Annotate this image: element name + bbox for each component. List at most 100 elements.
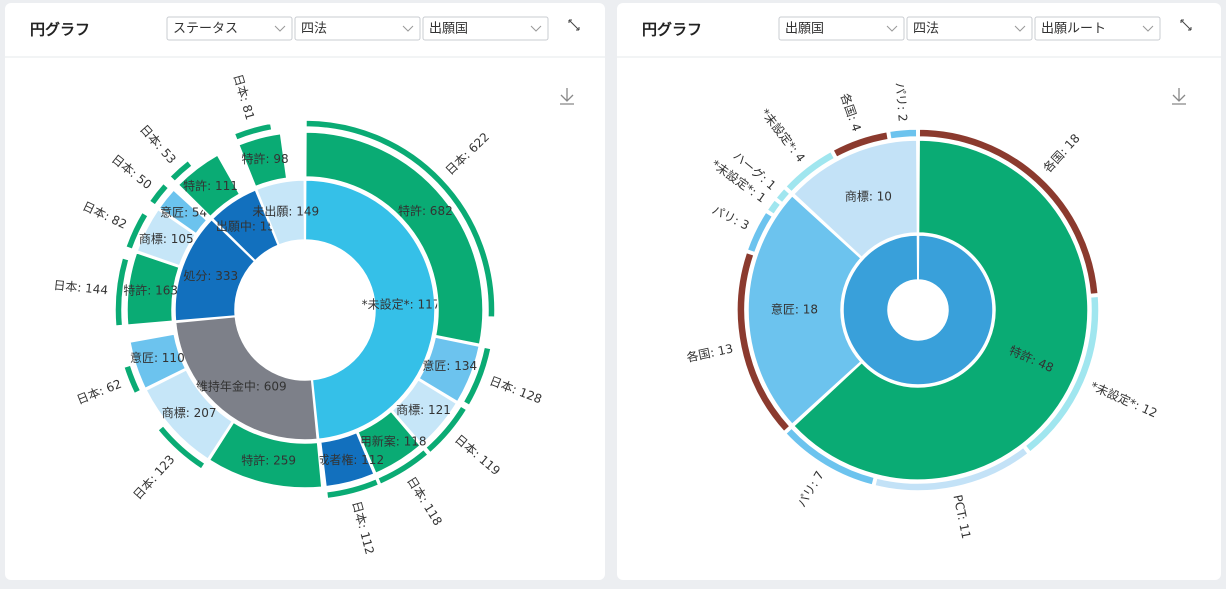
dropdown-arrow	[1142, 25, 1154, 32]
dropdown-box[interactable]	[906, 16, 1033, 41]
dropdown[interactable]: 四法	[294, 16, 421, 41]
sunburst-segment[interactable]	[158, 188, 208, 235]
segment-label: 特許: 259	[241, 453, 296, 468]
sunburst-segment[interactable]	[126, 251, 181, 326]
sunburst-segment[interactable]	[255, 179, 306, 247]
sunburst-segment[interactable]	[122, 364, 142, 395]
sunburst-segment[interactable]	[918, 128, 1100, 296]
expand-icon[interactable]	[568, 19, 580, 31]
sunburst-segment[interactable]	[792, 139, 1089, 481]
sunburst-segment[interactable]	[873, 446, 1030, 492]
panel-bg	[5, 3, 605, 580]
sunburst-segment[interactable]	[304, 179, 436, 441]
panel	[617, 3, 1221, 580]
dropdown-label: ステータス	[173, 22, 238, 37]
dropdown[interactable]: 出願ルート	[1034, 16, 1161, 41]
sunburst-segment[interactable]	[746, 211, 774, 254]
sunburst-segment[interactable]	[736, 251, 791, 433]
sunburst-segment[interactable]	[417, 336, 481, 403]
download-icon[interactable]	[560, 88, 574, 105]
sunburst-segment[interactable]	[145, 368, 234, 461]
sunburst-segment[interactable]	[233, 122, 273, 142]
sunburst-segment[interactable]	[766, 198, 782, 216]
segment-label: 処分: 333	[183, 269, 238, 283]
dropdown-box[interactable]	[422, 16, 549, 41]
segment-label: 意匠: 110	[130, 350, 185, 365]
sunburst-segment[interactable]	[168, 159, 194, 183]
sunburst-segment[interactable]	[114, 256, 130, 327]
sunburst-segment[interactable]	[784, 426, 876, 487]
sunburst-segment[interactable]	[376, 448, 430, 486]
dropdown-label: 出願国	[429, 22, 468, 37]
sunburst-segment[interactable]	[304, 131, 484, 346]
sunburst-segment[interactable]	[211, 188, 280, 262]
segment-label: 特許: 163	[123, 283, 178, 298]
dropdown-label: 出願ルート	[1041, 22, 1106, 37]
sunburst-segment[interactable]	[319, 431, 376, 488]
segment-label: 意匠: 54	[160, 204, 207, 219]
sunburst-segment[interactable]	[391, 378, 458, 446]
dropdown-arrow	[530, 25, 542, 32]
dropdown[interactable]: 出願国	[778, 16, 905, 41]
sunburst-segment[interactable]	[784, 150, 836, 194]
segment-label: 未出願: 149	[252, 204, 319, 218]
sunburst-segment[interactable]	[148, 182, 170, 207]
sunburst-segment[interactable]	[136, 208, 197, 267]
segment-label: 特許: 98	[242, 151, 289, 166]
download-icon[interactable]	[1172, 88, 1186, 105]
sunburst-segment[interactable]	[356, 410, 422, 475]
panel-bg	[617, 3, 1221, 580]
dropdown-label: 出願国	[785, 22, 824, 37]
segment-label: 実用新案: 118	[348, 434, 427, 449]
sunburst-segment[interactable]	[156, 424, 207, 471]
sunburst-segment[interactable]	[208, 421, 323, 489]
dropdown[interactable]: 四法	[906, 16, 1033, 41]
sunburst-segment[interactable]	[747, 194, 863, 426]
sunburst-segment[interactable]	[129, 333, 187, 390]
sunburst-segment[interactable]	[831, 130, 890, 159]
sunburst-segment[interactable]	[462, 346, 492, 407]
segment-label: 特許: 111	[183, 178, 238, 193]
sunburst-segment[interactable]	[237, 132, 288, 188]
segment-label: 商標: 105	[139, 231, 194, 246]
sunburst-segment[interactable]	[174, 315, 319, 441]
dropdown[interactable]: 出願国	[422, 16, 549, 41]
segment-label: 商標: 121	[396, 402, 451, 417]
dropdown-box[interactable]	[166, 16, 293, 41]
dropdown-arrow	[1014, 25, 1026, 32]
sunburst-segment[interactable]	[888, 128, 918, 141]
segment-label: 商標: 10	[845, 188, 892, 203]
sunburst-segment[interactable]	[792, 139, 919, 259]
sunburst-segment[interactable]	[305, 119, 496, 319]
sunburst-segment[interactable]	[174, 218, 256, 322]
segment-label: 意匠: 18	[771, 302, 818, 317]
dropdown-box[interactable]	[294, 16, 421, 41]
dropdown-label: 四法	[301, 22, 327, 37]
dropdown-arrow	[886, 25, 898, 32]
segment-label: 特許: 682	[398, 203, 453, 218]
segment-label: 育成者権: 112	[305, 452, 384, 467]
dropdown-box[interactable]	[1034, 16, 1161, 41]
segment-label: パリ: 2	[893, 82, 910, 123]
dropdown-box[interactable]	[778, 16, 905, 41]
sunburst-segment[interactable]	[325, 477, 380, 500]
sunburst-segment[interactable]	[1024, 295, 1100, 454]
segment-label: 商標: 207	[162, 405, 217, 420]
expand-icon[interactable]	[1180, 19, 1192, 31]
dropdown[interactable]: ステータス	[166, 16, 293, 41]
chart-title: 円グラフ	[642, 21, 702, 39]
segment-label: 維持年金中: 609	[196, 379, 287, 394]
segment-label: *未設定*: 1172	[362, 297, 448, 312]
panel	[5, 3, 605, 580]
sunburst-segment[interactable]	[774, 187, 791, 204]
sunburst-segment[interactable]	[124, 211, 150, 251]
sunburst-segment[interactable]	[177, 153, 241, 218]
segment-label: 日本: 144	[53, 278, 109, 297]
sunburst-segment[interactable]	[424, 404, 468, 454]
chart-title: 円グラフ	[30, 21, 90, 39]
segment-label: 意匠: 134	[422, 358, 477, 373]
sunburst-segment[interactable]	[842, 234, 994, 386]
dropdown-arrow	[274, 25, 286, 32]
